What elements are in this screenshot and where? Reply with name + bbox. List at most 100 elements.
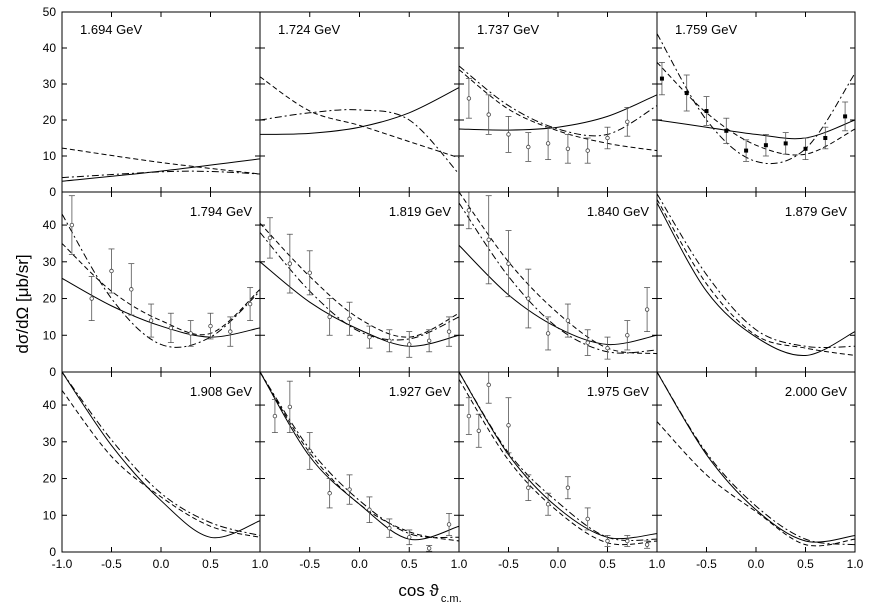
series-line-dashdot: [459, 65, 657, 137]
marker-open: [387, 338, 392, 343]
panel-energy-label: 1.908 GeV: [190, 384, 252, 399]
y-tick-label: 20: [43, 292, 57, 306]
data-point-open: [406, 331, 413, 358]
data-point-open: [227, 316, 234, 347]
data-point-filled: [762, 133, 769, 157]
y-tick-label: 0: [49, 545, 56, 559]
data-point-open: [346, 301, 353, 336]
data-point-open: [564, 303, 571, 338]
data-point-open: [207, 312, 214, 340]
marker-open: [287, 404, 293, 410]
y-tick-label: 10: [43, 508, 57, 522]
series-line-dashdot: [62, 372, 260, 536]
data-point-open: [148, 303, 155, 338]
series-line-dashed: [260, 372, 459, 542]
marker-filled: [823, 136, 828, 140]
panel-plot-area: [657, 33, 855, 165]
series-line-dashdot: [260, 232, 459, 341]
data-point-open: [426, 544, 433, 552]
marker-open: [605, 345, 610, 351]
marker-open: [188, 331, 193, 336]
series-line-solid: [62, 158, 260, 182]
marker-filled: [659, 76, 664, 81]
marker-open: [486, 382, 491, 388]
series-line-dashed: [62, 390, 260, 538]
panel-frame: [656, 191, 856, 373]
data-point-open: [326, 298, 333, 336]
panel-plot-area: [62, 147, 260, 182]
marker-filled: [724, 128, 729, 133]
data-point-open: [624, 320, 631, 351]
marker-filled: [843, 114, 848, 119]
marker-open: [625, 119, 630, 124]
x-tick-label: 1.0: [252, 557, 269, 571]
data-point-open: [386, 329, 393, 353]
marker-open: [208, 323, 213, 329]
marker-open: [565, 485, 571, 490]
x-axis-title-sub: c.m.: [441, 593, 462, 605]
data-point-filled: [743, 139, 750, 162]
panel: 2.000 GeV: [656, 371, 856, 553]
data-point-open: [88, 276, 95, 321]
data-point-open: [286, 380, 293, 434]
data-point-open: [505, 116, 512, 153]
x-tick-label: -0.5: [299, 557, 320, 571]
x-tick-label: 1.0: [451, 557, 468, 571]
data-point-open: [644, 540, 651, 549]
data-point-open: [68, 195, 75, 255]
panel: 1.724 GeV: [259, 11, 460, 193]
data-point-open: [624, 107, 631, 137]
data-point-open: [465, 397, 472, 435]
panel-plot-area: [260, 217, 459, 358]
data-point-open: [525, 132, 532, 162]
panel: 1.694 GeV: [61, 11, 261, 193]
data-point-filled: [703, 96, 710, 126]
panel-energy-label: 1.794 GeV: [190, 204, 252, 219]
marker-filled: [704, 109, 709, 113]
marker-open: [565, 318, 571, 323]
series-line-dashdot: [657, 193, 855, 348]
marker-open: [526, 144, 531, 150]
x-tick-label: 0.5: [599, 557, 616, 571]
series-line-solid: [62, 372, 260, 539]
data-point-filled: [822, 126, 829, 150]
marker-open: [426, 338, 432, 343]
y-axis-title: dσ/dΩ [μb/sr]: [13, 254, 32, 353]
marker-open: [228, 329, 233, 334]
series-line-dashed: [260, 222, 459, 338]
data-point-open: [366, 325, 373, 349]
panel-energy-label: 1.840 GeV: [587, 204, 649, 219]
series-line-dashed: [459, 379, 657, 546]
panel-plot-area: [657, 372, 855, 547]
marker-open: [387, 525, 392, 531]
data-point-open: [525, 268, 532, 329]
y-tick-label: 30: [43, 435, 57, 449]
panel: 1.975 GeV: [458, 371, 658, 553]
data-point-open: [465, 192, 472, 230]
marker-open: [605, 135, 610, 141]
x-tick-label: -1.0: [52, 557, 73, 571]
marker-open: [307, 448, 312, 454]
data-point-open: [505, 397, 512, 454]
marker-filled: [783, 141, 788, 146]
data-point-open: [306, 250, 313, 296]
marker-open: [407, 342, 412, 347]
marker-open: [486, 112, 491, 117]
marker-open: [506, 261, 511, 266]
panel-plot-area: [459, 372, 657, 549]
data-point-open: [128, 263, 135, 316]
series-line-solid: [260, 261, 459, 347]
axes-layer: 0 10 20 30 40 50 0 10 20 30 40 0 10 20 30 40 -1.0 -0.5 0.0…: [43, 5, 864, 571]
data-point-open: [366, 496, 373, 524]
panel-frame: [61, 11, 261, 193]
marker-open: [506, 423, 511, 428]
marker-open: [526, 296, 531, 301]
x-axis-title-main: cos ϑ: [398, 581, 439, 600]
data-point-open: [564, 133, 571, 164]
marker-open: [565, 146, 571, 151]
data-point-open: [266, 217, 273, 259]
marker-filled: [763, 143, 768, 148]
x-tick-label: 1.0: [649, 557, 666, 571]
data-point-filled: [842, 101, 849, 132]
panel-frame: [259, 11, 460, 193]
